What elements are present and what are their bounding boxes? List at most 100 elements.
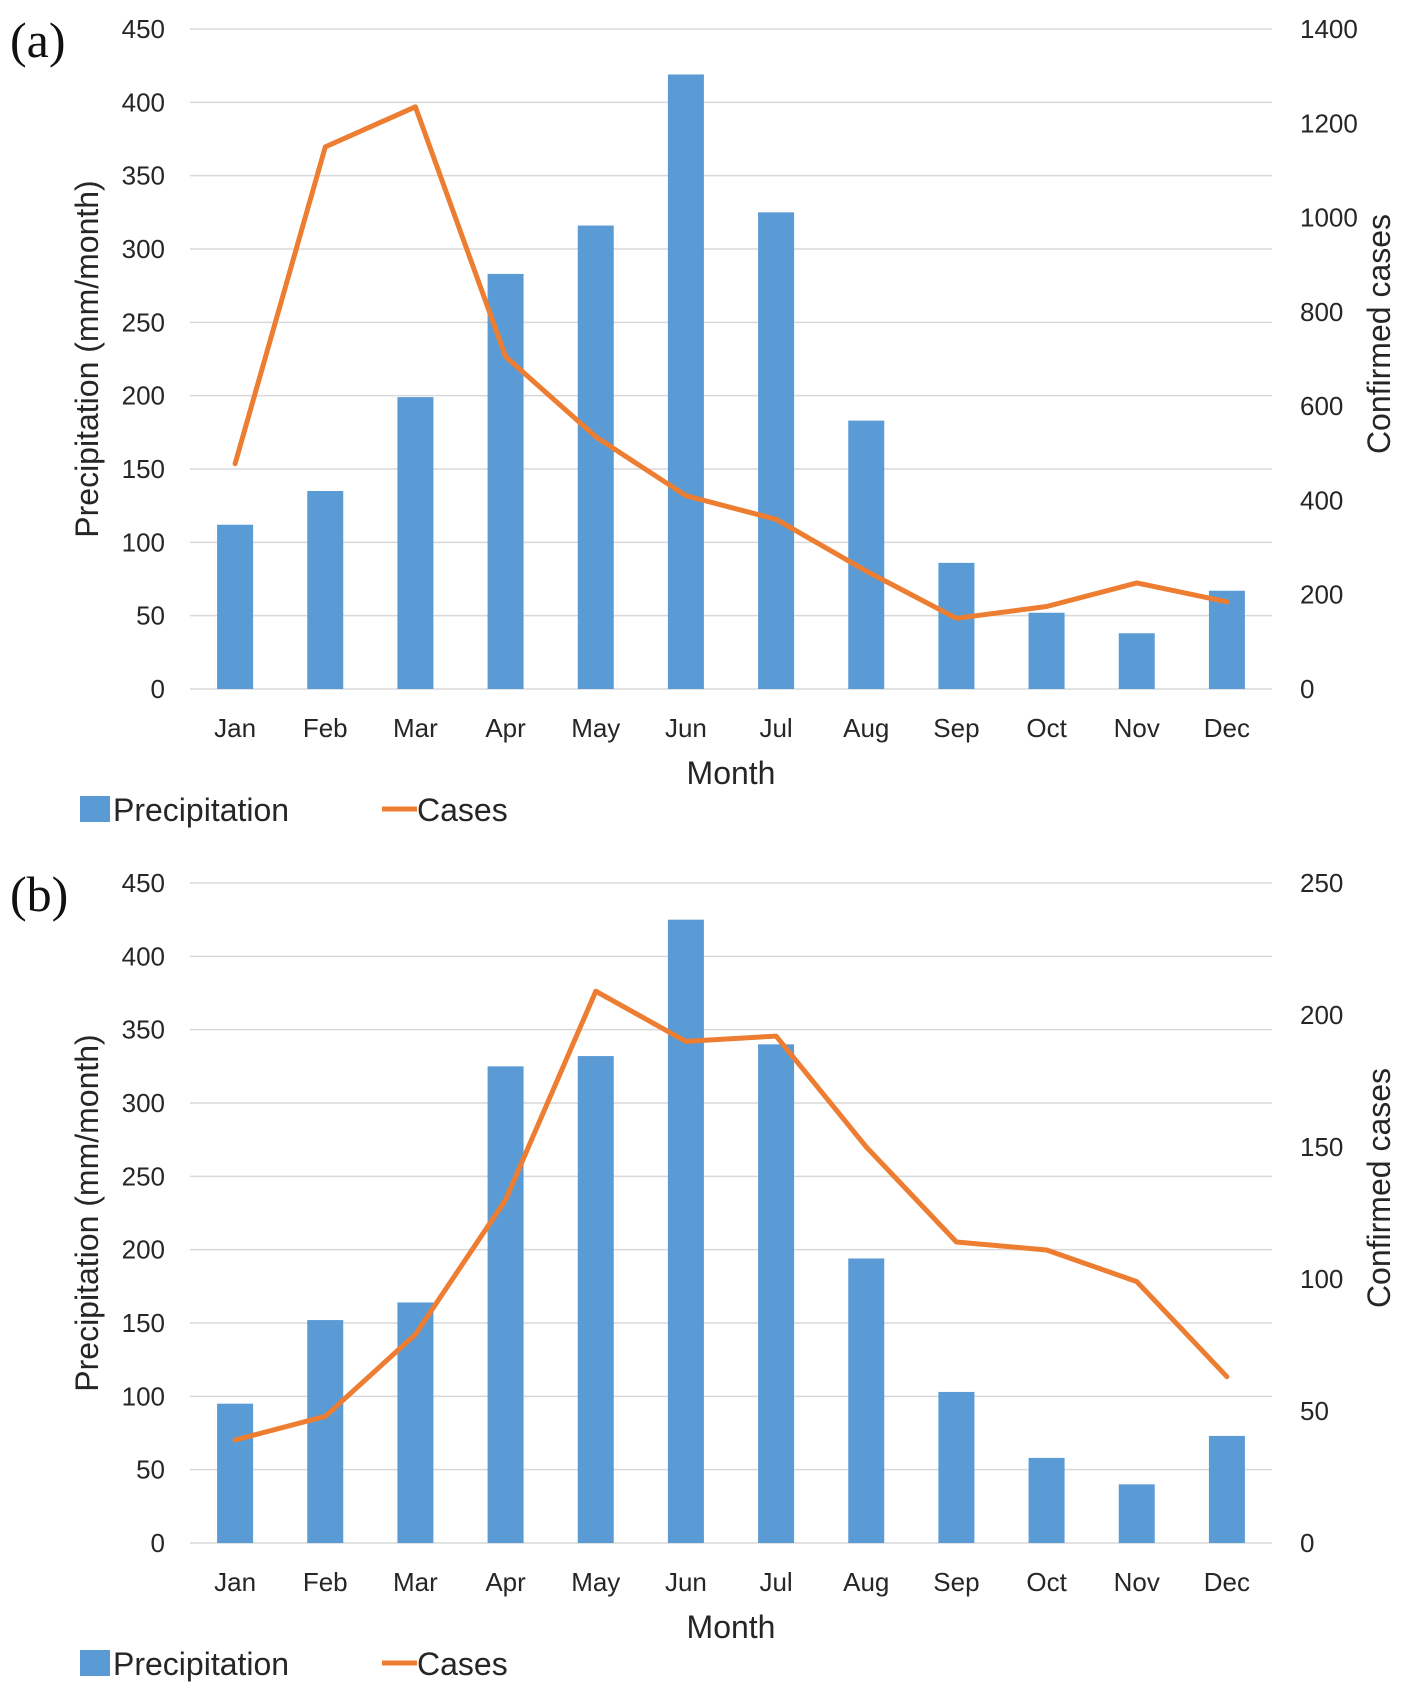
x-tick-label: Mar (393, 1567, 438, 1597)
x-tick-label: Jan (214, 1567, 256, 1597)
x-tick-label: May (571, 713, 620, 743)
y-tick-label: 350 (122, 161, 165, 191)
bar-jul (758, 1044, 795, 1543)
y2-tick-label: 0 (1300, 674, 1314, 704)
y2-tick-label: 800 (1300, 297, 1343, 327)
bar-oct (1028, 612, 1065, 689)
y2-tick-label: 200 (1300, 1000, 1343, 1030)
y-tick-label: 250 (122, 307, 165, 337)
y-tick-label: 300 (122, 234, 165, 264)
x-tick-label: Apr (485, 1567, 526, 1597)
y2-tick-label: 400 (1300, 485, 1343, 515)
legend-label-precipitation: Precipitation (113, 1646, 289, 1682)
x-axis-title: Month (687, 1609, 776, 1645)
y2-tick-label: 600 (1300, 391, 1343, 421)
x-tick-label: Oct (1026, 713, 1067, 743)
y-tick-label: 100 (122, 1381, 165, 1411)
x-tick-label: Apr (485, 713, 526, 743)
y2-tick-label: 1200 (1300, 108, 1358, 138)
y2-tick-label: 250 (1300, 868, 1343, 898)
bar-may (577, 225, 614, 690)
x-tick-label: Feb (303, 1567, 348, 1597)
x-tick-label: Jun (665, 713, 707, 743)
y2-tick-label: 1400 (1300, 14, 1358, 44)
y-tick-label: 450 (122, 14, 165, 44)
legend-label-cases: Cases (417, 792, 508, 828)
legend-label-cases: Cases (417, 1646, 508, 1682)
bar-apr (487, 1066, 524, 1543)
bar-may (577, 1056, 614, 1543)
y-axis-title: Precipitation (mm/month) (69, 1034, 105, 1391)
chart-panel-b: (b) 0 50 100 150 200 250 300 350 400 450 0 50 100 150 2… (10, 866, 1397, 1682)
bar-apr (487, 273, 524, 689)
y-tick-label: 0 (151, 674, 165, 704)
bar-jun (667, 919, 704, 1543)
bar-nov (1118, 633, 1155, 689)
x-tick-label: Jun (665, 1567, 707, 1597)
x-tick-label: Nov (1114, 713, 1160, 743)
x-tick-label: Jan (214, 713, 256, 743)
y2-tick-label: 50 (1300, 1396, 1329, 1426)
legend-label-precipitation: Precipitation (113, 792, 289, 828)
legend-swatch-precipitation (80, 796, 110, 822)
x-axis-title: Month (687, 755, 776, 791)
y2-tick-label: 150 (1300, 1132, 1343, 1162)
chart-panel-a: (a) 0 50 100 150 200 250 300 350 400 450 0 200 400 600… (10, 12, 1397, 828)
x-tick-label: Dec (1204, 713, 1250, 743)
y-tick-label: 200 (122, 381, 165, 411)
y-tick-label: 250 (122, 1161, 165, 1191)
y2-tick-label: 1000 (1300, 203, 1358, 233)
y-tick-label: 150 (122, 1308, 165, 1338)
bar-aug (848, 1258, 885, 1543)
x-tick-label: Mar (393, 713, 438, 743)
bar-jan (217, 524, 254, 689)
y-tick-label: 200 (122, 1235, 165, 1265)
bar-dec (1208, 590, 1245, 689)
bar-sep (938, 562, 975, 689)
y-tick-label: 300 (122, 1088, 165, 1118)
y-tick-label: 50 (136, 1455, 165, 1485)
y-tick-label: 50 (136, 601, 165, 631)
bar-sep (938, 1391, 975, 1543)
y-tick-label: 100 (122, 527, 165, 557)
x-tick-label: Nov (1114, 1567, 1160, 1597)
cases-line (232, 988, 1230, 1443)
bar-aug (848, 420, 885, 689)
x-tick-label: Aug (843, 713, 889, 743)
y2-tick-label: 100 (1300, 1264, 1343, 1294)
legend-swatch-precipitation (80, 1650, 110, 1676)
x-tick-label: May (571, 1567, 620, 1597)
bar-feb (307, 1320, 344, 1543)
x-tick-label: Jul (759, 1567, 792, 1597)
bar-jul (758, 212, 795, 690)
y-tick-label: 450 (122, 868, 165, 898)
x-tick-label: Aug (843, 1567, 889, 1597)
bar-mar (397, 397, 434, 689)
y-tick-label: 0 (151, 1528, 165, 1558)
y2-tick-label: 0 (1300, 1528, 1314, 1558)
y-tick-label: 150 (122, 454, 165, 484)
panel-label: (a) (10, 12, 66, 68)
x-tick-label: Sep (933, 1567, 979, 1597)
bar-jan (217, 1403, 254, 1543)
bar-dec (1208, 1435, 1245, 1543)
x-tick-label: Oct (1026, 1567, 1067, 1597)
y2-axis-title: Confirmed cases (1361, 214, 1397, 454)
bar-mar (397, 1302, 434, 1543)
x-tick-label: Sep (933, 713, 979, 743)
y-tick-label: 400 (122, 941, 165, 971)
y-axis-title: Precipitation (mm/month) (69, 180, 105, 537)
bar-nov (1118, 1484, 1155, 1543)
y2-tick-label: 200 (1300, 580, 1343, 610)
y2-axis-title: Confirmed cases (1361, 1068, 1397, 1308)
cases-line (232, 104, 1230, 621)
x-tick-label: Dec (1204, 1567, 1250, 1597)
bar-jun (667, 74, 704, 689)
y-tick-label: 350 (122, 1015, 165, 1045)
x-tick-label: Feb (303, 713, 348, 743)
bar-oct (1028, 1457, 1065, 1543)
bar-feb (307, 491, 344, 689)
x-tick-label: Jul (759, 713, 792, 743)
panel-label: (b) (10, 866, 68, 922)
y-tick-label: 400 (122, 87, 165, 117)
